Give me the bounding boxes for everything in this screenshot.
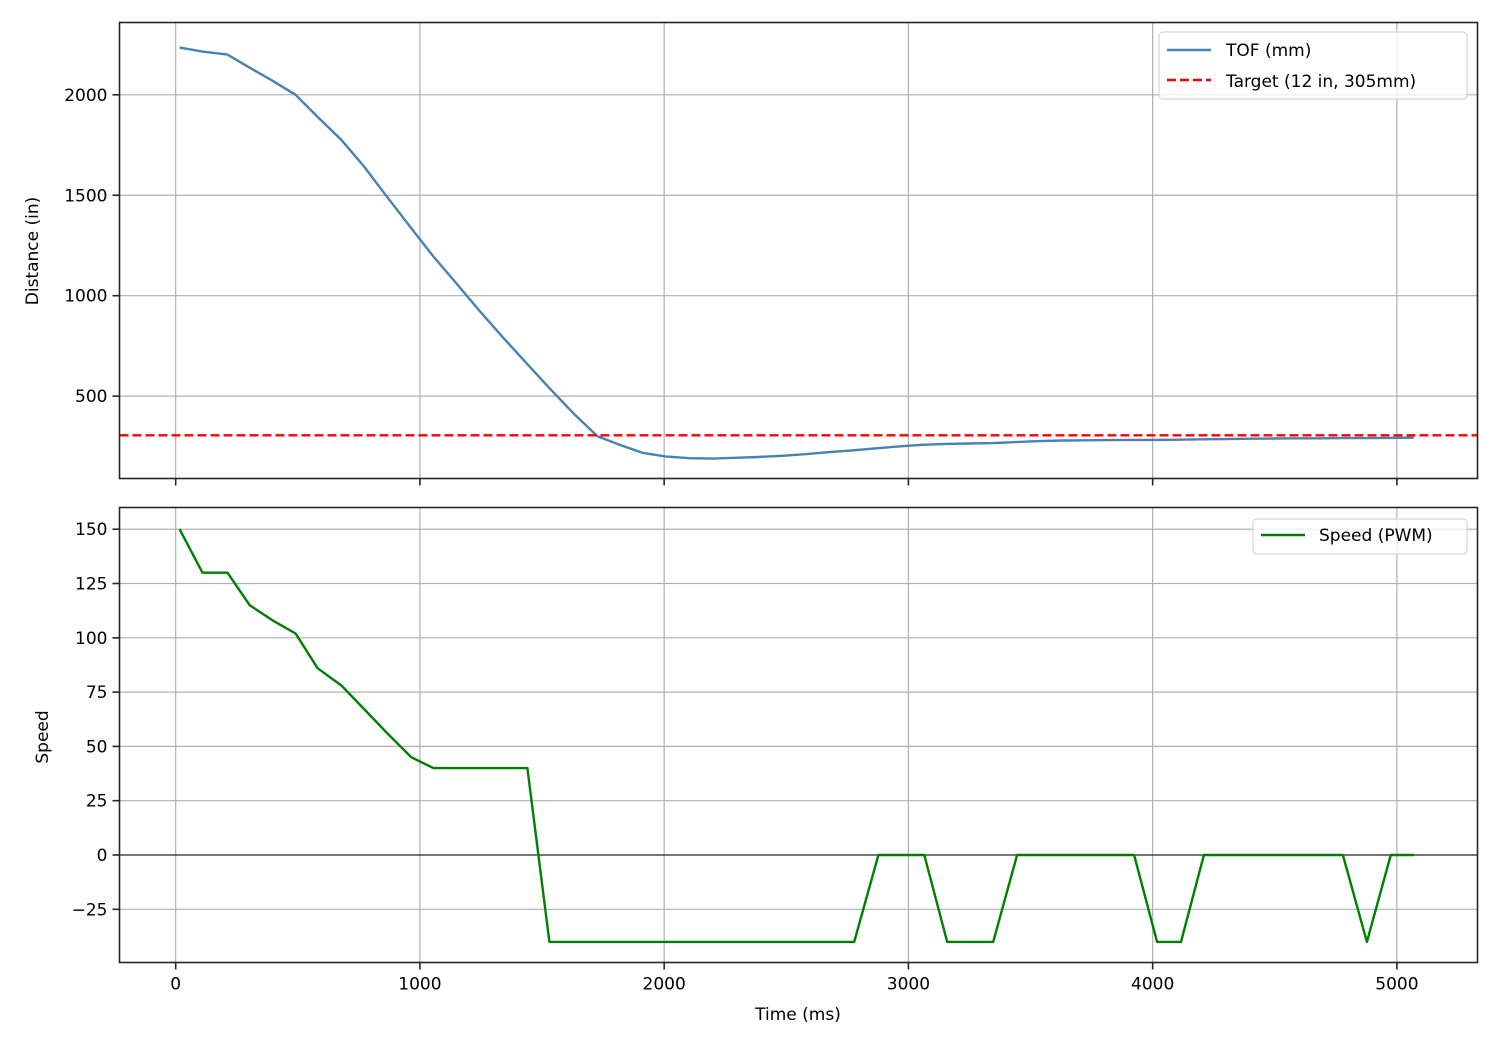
- speed-legend-box: [1252, 518, 1468, 555]
- speed-plot-frame: [118, 506, 1479, 964]
- distance-y-tick-label: 500: [75, 387, 107, 407]
- speed-legend-label: Speed (PWM): [1319, 526, 1433, 546]
- distance-plot: 500 1000 1500 2000 Distance (in) TOF (mm) T…: [23, 21, 1479, 486]
- distance-y-tick-label: 1000: [64, 287, 107, 307]
- speed-y-tick-label: 150: [75, 520, 107, 540]
- time-x-axis-label: Time (ms): [754, 1005, 841, 1025]
- distance-legend-box: [1158, 31, 1468, 100]
- distance-y-axis-label: Distance (in): [23, 197, 43, 306]
- distance-plot-frame: [118, 21, 1479, 480]
- x-tick-label: 1000: [398, 975, 441, 995]
- distance-ticks: 500 1000 1500 2000: [64, 86, 1398, 486]
- x-tick-label: 4000: [1131, 975, 1174, 995]
- distance-data-line: [179, 46, 1414, 460]
- speed-legend: Speed (PWM): [1252, 518, 1468, 555]
- distance-y-tick-label: 2000: [64, 86, 107, 106]
- x-tick-label: 3000: [887, 975, 930, 995]
- speed-y-tick-label: 50: [86, 737, 108, 757]
- speed-y-tick-label: 100: [75, 629, 107, 649]
- tof-legend-label: TOF (mm): [1225, 41, 1311, 61]
- target-legend-label: Target (12 in, 305mm): [1225, 72, 1416, 92]
- speed-y-tick-label: −25: [72, 900, 108, 920]
- speed-ticks: 0 1000 2000 3000 4000 5000 −25 0 25 50 75 100 125 150: [72, 520, 1419, 994]
- speed-y-axis-label: Speed: [33, 710, 53, 763]
- x-tick-label: 0: [170, 975, 181, 995]
- speed-data-line: [178, 528, 1414, 944]
- speed-series: [178, 528, 1414, 944]
- speed-y-tick-label: 25: [86, 792, 108, 812]
- x-tick-label: 2000: [643, 975, 686, 995]
- speed-y-tick-label: 75: [86, 683, 108, 703]
- distance-series: [119, 46, 1478, 460]
- distance-y-tick-label: 1500: [64, 186, 107, 206]
- speed-plot: 0 1000 2000 3000 4000 5000 −25 0 25 50 75 100 125 150…: [33, 506, 1479, 1025]
- distance-legend: TOF (mm) Target (12 in, 305mm): [1158, 31, 1468, 100]
- speed-y-tick-label: 0: [97, 846, 108, 866]
- x-tick-label: 5000: [1375, 975, 1418, 995]
- speed-y-tick-label: 125: [75, 575, 107, 595]
